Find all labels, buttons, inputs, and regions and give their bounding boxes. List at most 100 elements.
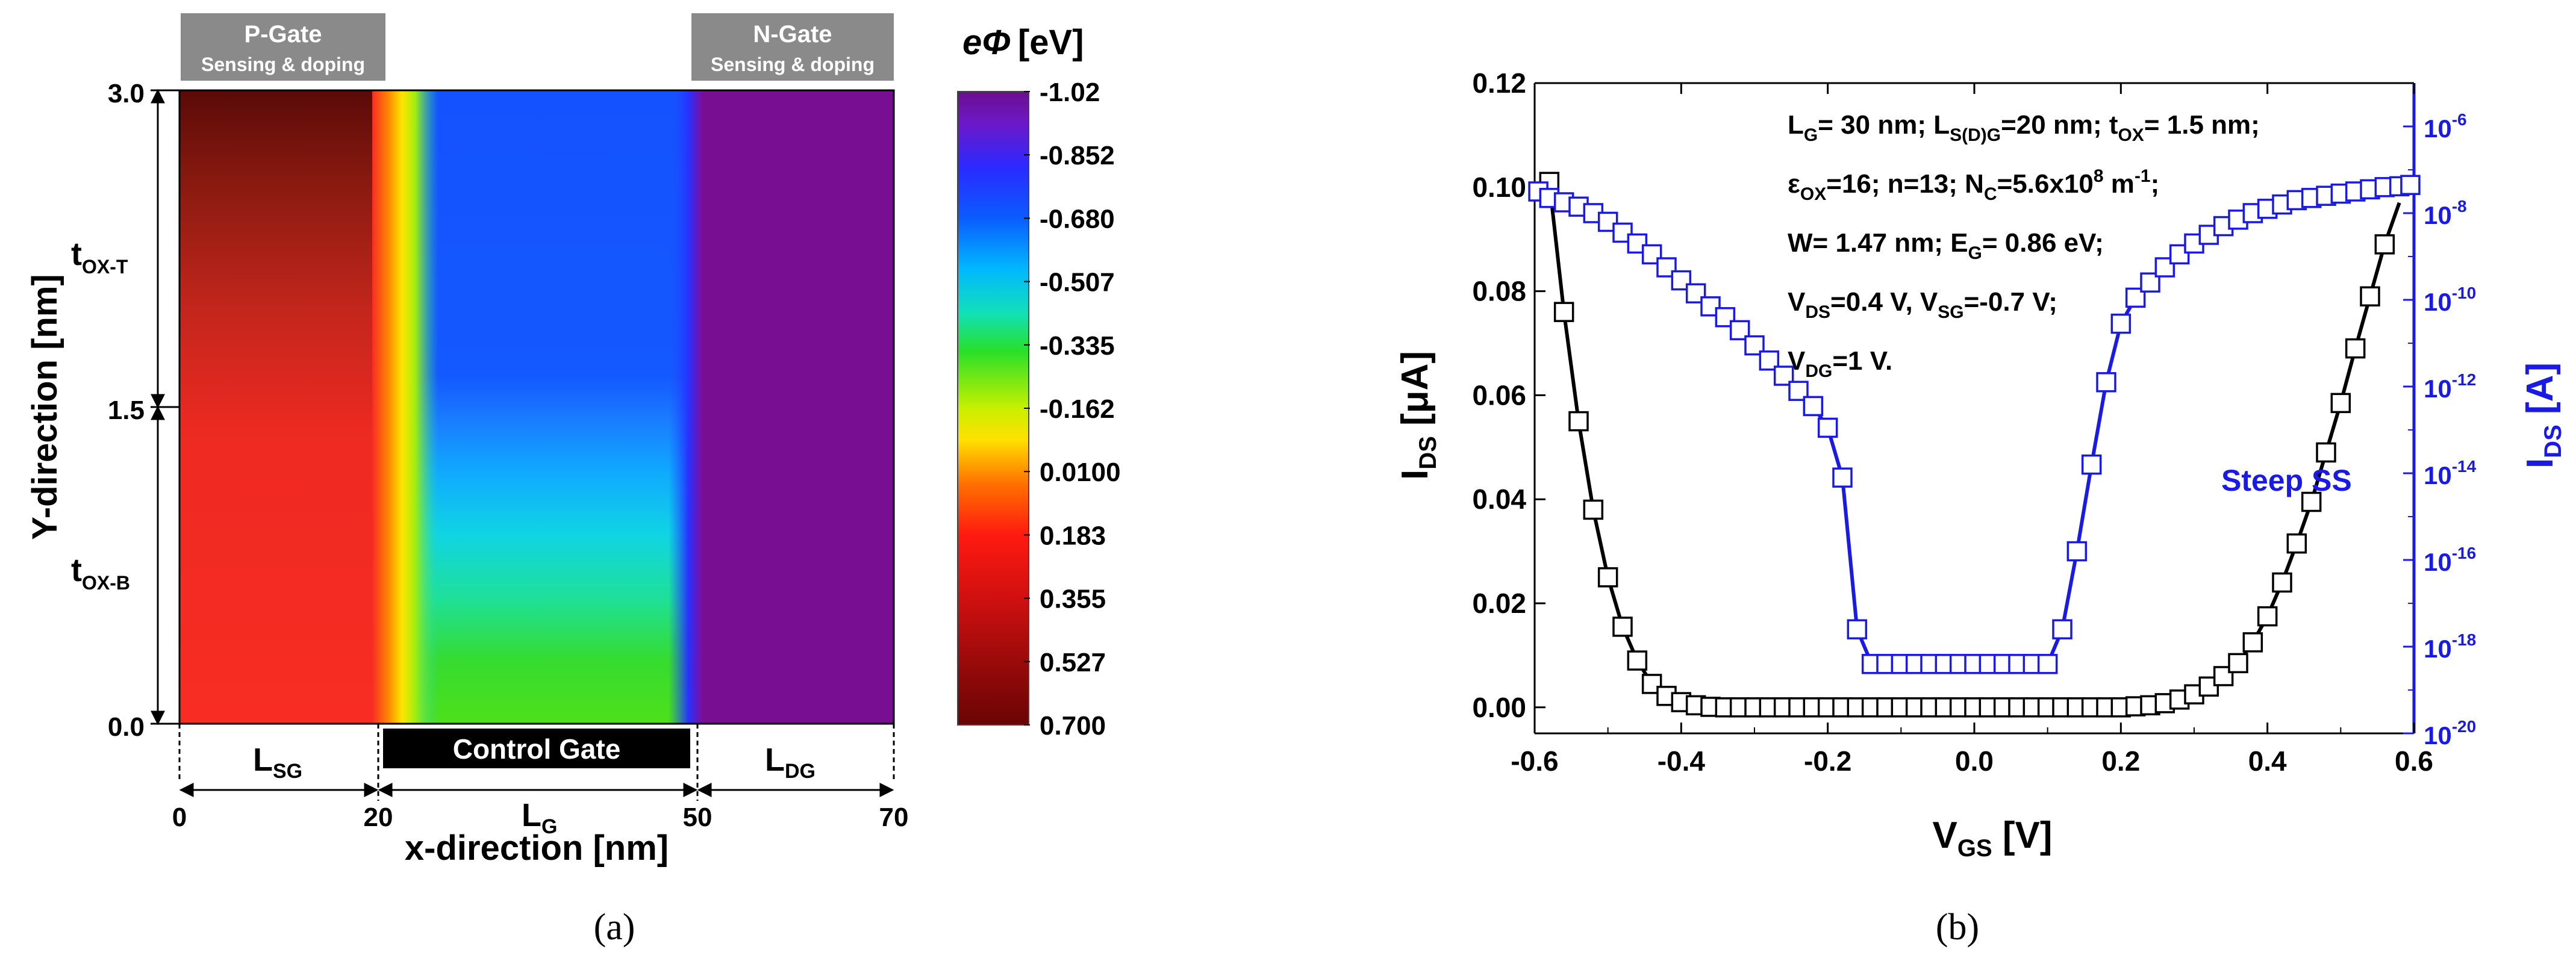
y-tick-1-5: 1.5 xyxy=(108,396,145,425)
x-tick-label: -0.2 xyxy=(1804,745,1851,777)
colorbar-tick-label: -0.335 xyxy=(1040,331,1115,361)
data-point-marker xyxy=(2330,393,2351,414)
series-log xyxy=(1528,175,2421,674)
y-right-tick-label: 10-8 xyxy=(2424,197,2467,229)
data-point-marker xyxy=(2257,606,2278,627)
data-point-marker xyxy=(2400,175,2421,195)
data-point-marker xyxy=(2360,286,2380,306)
colorbar-tick-label: -0.680 xyxy=(1040,204,1115,234)
y-right-tick-label: 10-20 xyxy=(2424,717,2476,750)
y-left-tick-label: 0.00 xyxy=(1472,692,1526,723)
y-left-tick-label: 0.08 xyxy=(1472,276,1526,307)
x-tick-label: -0.6 xyxy=(1511,745,1558,777)
y-left-tick-label: 0.02 xyxy=(1472,588,1526,619)
lsg-label: LSG xyxy=(253,742,302,783)
data-point-marker xyxy=(1817,417,1838,438)
parameter-line: W= 1.47 nm; EG= 0.86 eV; xyxy=(1788,228,2104,263)
svg-text:N-Gate: N-Gate xyxy=(753,21,832,48)
y-left-tick-label: 0.12 xyxy=(1472,67,1526,99)
parameter-line: VDS=0.4 V, VSG=-0.7 V; xyxy=(1788,287,2057,322)
colorbar-tick-label: -0.852 xyxy=(1040,141,1115,170)
control-gate-label: Control Gate xyxy=(453,733,621,765)
y-left-tick-label: 0.10 xyxy=(1472,172,1526,203)
panel-a: P-Gate Sensing & doping N-Gate Sensing &… xyxy=(0,0,1288,970)
series-linear xyxy=(1539,172,2401,718)
data-point-marker xyxy=(2037,654,2058,674)
right-junction xyxy=(669,90,702,724)
heatmap-field xyxy=(178,89,895,725)
y-right-label: IDS [A] xyxy=(2519,362,2566,468)
data-point-marker xyxy=(1627,650,1648,671)
colorbar-tick-label: -1.02 xyxy=(1040,78,1100,107)
data-point-marker xyxy=(1803,396,1824,417)
colorbar-tick-label: 0.527 xyxy=(1040,648,1106,677)
y-axis-label: Y-direction [nm] xyxy=(25,274,64,539)
colorbar-tick-label: 0.0100 xyxy=(1040,458,1121,487)
tox-b-label: tOX-B xyxy=(71,552,130,594)
line-chart: -0.6 -0.4 -0.2 0.0 0.2 0.4 0.6 0.000.020.040.0… xyxy=(1394,67,2566,948)
x-tick-50: 50 xyxy=(683,803,713,832)
x-axis-label: x-direction [nm] xyxy=(405,828,669,868)
tox-t-label: tOX-T xyxy=(71,236,128,278)
colorbar-title: eΦ [eV] xyxy=(962,23,1084,62)
x-tick-0: 0 xyxy=(172,803,187,832)
y-left-tick-label: 0.06 xyxy=(1472,379,1526,411)
x-tick-label: 0.4 xyxy=(2248,745,2287,777)
p-gate-label: P-Gate Sensing & doping xyxy=(181,13,385,81)
x-regions: Control Gate LSG LDG LG 0 20 50 70 x-dir… xyxy=(172,724,908,868)
data-point-marker xyxy=(1832,467,1853,488)
lg-label: LG xyxy=(522,797,557,838)
data-point-marker xyxy=(1612,617,1633,637)
parameter-block: LG= 30 nm; LS(D)G=20 nm; tOX= 1.5 nm; εOX… xyxy=(1788,110,2260,381)
parameter-line: εOX=16; n=13; NC=5.6x108 m-1; xyxy=(1788,166,2159,204)
parameter-line: LG= 30 nm; LS(D)G=20 nm; tOX= 1.5 nm; xyxy=(1788,110,2260,145)
panel-b: -0.6 -0.4 -0.2 0.0 0.2 0.4 0.6 0.00 0.02 0.04 0.0… xyxy=(1288,0,2576,970)
colorbar-tick-label: 0.700 xyxy=(1040,711,1106,741)
data-point-marker xyxy=(2316,442,2336,463)
data-point-marker xyxy=(1583,499,1604,520)
data-point-marker xyxy=(2286,533,2307,554)
x-tick-label: -0.4 xyxy=(1658,745,1706,777)
data-point-marker xyxy=(1553,302,1574,322)
x-tick-label: 0.6 xyxy=(2395,745,2433,777)
data-point-marker xyxy=(2110,313,2132,334)
data-point-marker xyxy=(2081,454,2102,475)
svg-text:Sensing & doping: Sensing & doping xyxy=(711,54,875,75)
parameter-line: VDG=1 V. xyxy=(1788,346,1892,381)
caption-a: (a) xyxy=(594,907,635,948)
colorbar-tick-label: -0.507 xyxy=(1040,268,1115,297)
y-axis-right: 10-6 10-8 10-10 10-12 10-14 10-16 10-18 10-20 xyxy=(2403,110,2477,750)
drain-region xyxy=(697,90,894,724)
data-point-marker xyxy=(2301,491,2322,512)
data-point-marker xyxy=(1847,619,1868,639)
data-point-marker xyxy=(1597,211,1618,232)
data-point-marker xyxy=(2066,541,2088,562)
caption-b: (b) xyxy=(1936,907,1979,948)
y-left-tick-label: 0.04 xyxy=(1472,483,1526,515)
control-gate-bar xyxy=(383,729,690,768)
x-tick-label: 0.2 xyxy=(2101,745,2140,777)
x-axis: -0.6 -0.4 -0.2 0.0 0.2 0.4 0.6 xyxy=(1511,83,2433,777)
y-right-tick-label: 10-18 xyxy=(2424,630,2476,663)
data-point-marker xyxy=(1773,365,1794,386)
y-right-tick-label: 10-16 xyxy=(2424,544,2476,576)
data-point-marker xyxy=(2374,234,2395,255)
colorbar: eΦ [eV] -1.02 -0.852 -0.680 -0.507 -0.335 -0.1… xyxy=(957,23,1121,741)
data-point-marker xyxy=(1597,567,1618,588)
data-point-marker xyxy=(1568,411,1589,432)
y-axis: 3.0 1.5 0.0 tOX-T tOX-B Y-direction [nm] xyxy=(25,79,179,742)
left-junction xyxy=(372,90,438,724)
y-right-tick-label: 10-14 xyxy=(2424,457,2477,490)
data-point-marker xyxy=(1744,335,1765,356)
y-left-label: IDS [μA] xyxy=(1394,351,1441,480)
colorbar-tick-label: 0.355 xyxy=(1040,585,1106,614)
svg-text:P-Gate: P-Gate xyxy=(245,21,322,48)
y-tick-0: 0.0 xyxy=(108,712,145,742)
source-region xyxy=(179,90,378,724)
steep-ss-annotation: Steep SS xyxy=(2221,464,2352,497)
svg-text:Sensing & doping: Sensing & doping xyxy=(201,54,365,75)
data-point-marker xyxy=(2272,572,2292,593)
y-right-tick-label: 10-12 xyxy=(2424,370,2476,403)
data-point-marker xyxy=(2242,632,2263,653)
y-axis-left: 0.00 0.02 0.04 0.06 0.08 0.10 0.12 xyxy=(1472,67,1545,723)
